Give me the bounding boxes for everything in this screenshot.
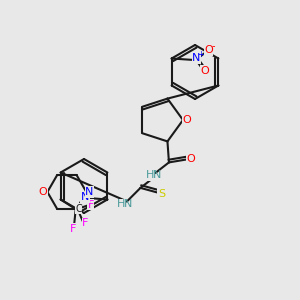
Text: F: F <box>87 200 94 210</box>
Text: F: F <box>82 218 89 229</box>
Text: N: N <box>85 187 94 197</box>
Text: N: N <box>124 200 132 209</box>
Text: S: S <box>158 189 165 199</box>
Text: O: O <box>182 115 191 125</box>
Text: O: O <box>200 65 209 76</box>
Text: -: - <box>211 41 215 52</box>
Text: O: O <box>38 187 47 197</box>
Text: N: N <box>81 192 89 202</box>
Text: C: C <box>75 203 82 214</box>
Text: N: N <box>153 170 161 180</box>
Text: H: H <box>146 170 154 180</box>
Text: H: H <box>117 200 125 209</box>
Text: +: + <box>197 50 204 59</box>
Text: O: O <box>187 154 195 164</box>
Text: F: F <box>69 224 76 234</box>
Text: N: N <box>192 53 201 64</box>
Text: O: O <box>204 45 213 55</box>
